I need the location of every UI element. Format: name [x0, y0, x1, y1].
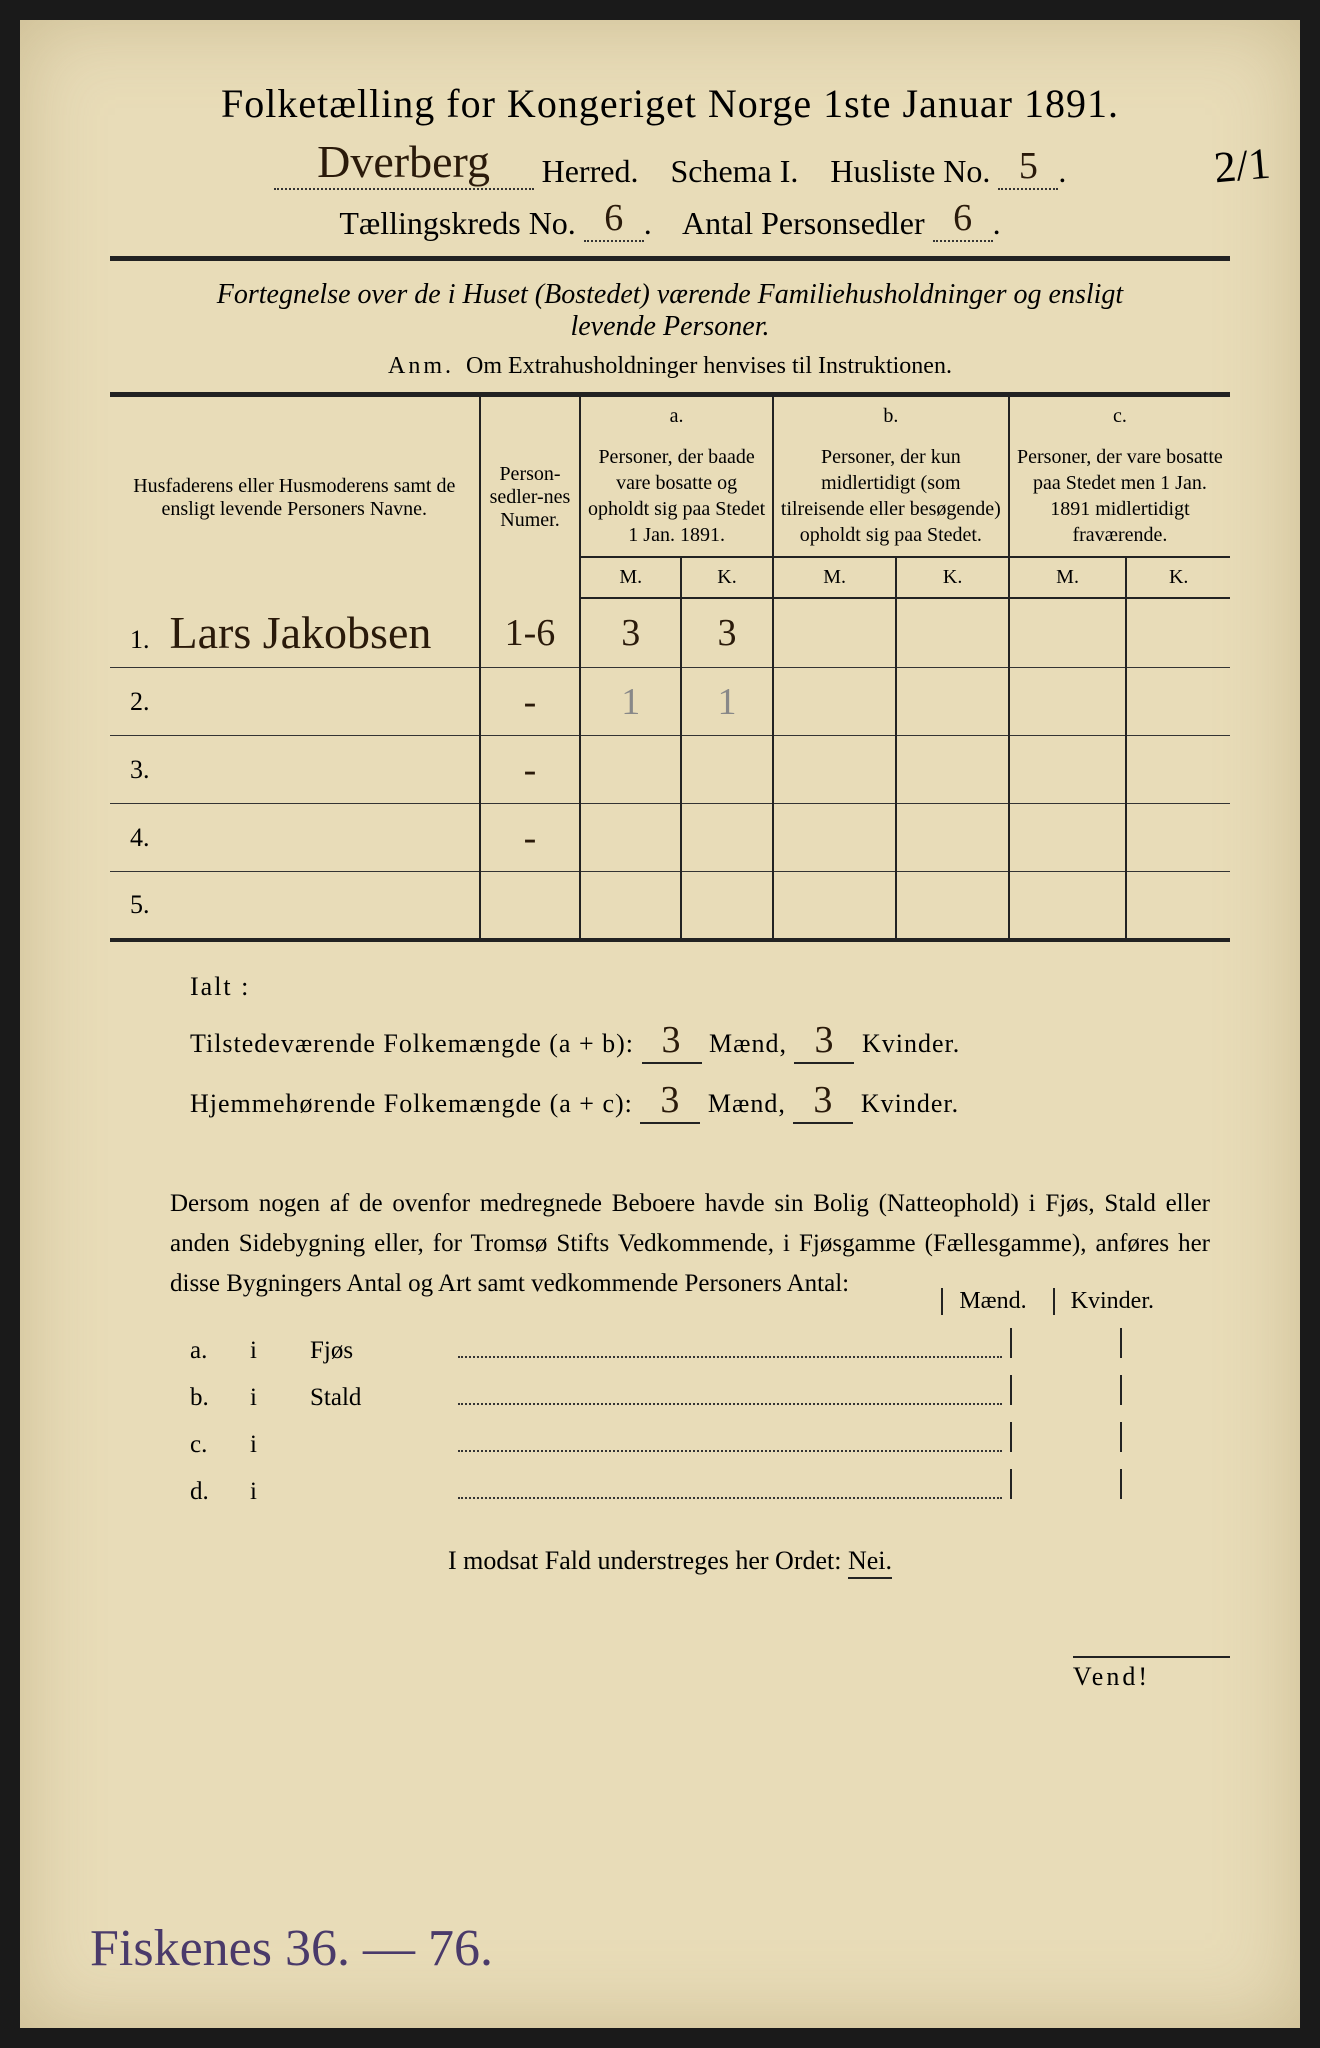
tilstede-line: Tilstedeværende Folkemængde (a + b): 3 M… — [190, 1018, 1230, 1064]
vend-label: Vend! — [1073, 1656, 1230, 1692]
table-row: 3.- — [110, 736, 1230, 804]
totals-section: Ialt : Tilstedeværende Folkemængde (a + … — [110, 972, 1230, 1124]
col-c-m: M. — [1009, 557, 1127, 598]
census-form-page: 2/1 Folketælling for Kongeriget Norge 1s… — [20, 20, 1300, 2028]
dersom-paragraph: Dersom nogen af de ovenfor medregnede Be… — [110, 1184, 1230, 1304]
hjemme-line: Hjemmehørende Folkemængde (a + c): 3 Mæn… — [190, 1078, 1230, 1124]
col-b-k: K. — [896, 557, 1008, 598]
anm-note: Anm. Om Extrahusholdninger henvises til … — [110, 353, 1230, 380]
hjemme-k: 3 — [793, 1078, 853, 1124]
col-a-m: M. — [580, 557, 681, 598]
ialt-label: Ialt : — [190, 972, 1230, 1002]
schema-label: Schema I. — [670, 153, 798, 189]
household-table: Husfaderens eller Husmoderens samt de en… — [110, 392, 1230, 942]
col-b-letter: b. — [773, 395, 1009, 437]
husliste-handwritten: 5 — [998, 144, 1058, 190]
col-a-text: Personer, der baade vare bosatte og opho… — [580, 436, 772, 557]
building-row: d.i — [190, 1469, 1230, 1506]
col-c-text: Personer, der vare bosatte paa Stedet me… — [1009, 436, 1230, 557]
modsat-line: I modsat Fald understreges her Ordet: Ne… — [110, 1546, 1230, 1576]
building-rows: a.iFjøs b.iStald c.i d.i — [190, 1328, 1230, 1506]
hjemme-m: 3 — [640, 1078, 700, 1124]
header-line-2: Dverberg Herred. Schema I. Husliste No. … — [110, 135, 1230, 190]
building-row: b.iStald — [190, 1375, 1230, 1412]
building-row: a.iFjøs — [190, 1328, 1230, 1365]
table-body: 1.Lars Jakobsen1-6332.-113.-4.-5. — [110, 598, 1230, 940]
table-row: 1.Lars Jakobsen1-633 — [110, 598, 1230, 668]
kreds-label: Tællingskreds No. — [339, 205, 575, 241]
herred-handwritten: Dverberg — [274, 135, 534, 190]
building-header: Mænd. Kvinder. — [941, 1288, 1170, 1315]
nei-word: Nei. — [848, 1546, 892, 1579]
col-a-k: K. — [681, 557, 773, 598]
col-c-k: K. — [1126, 557, 1230, 598]
husliste-label: Husliste No. — [830, 153, 990, 189]
kreds-handwritten: 6 — [584, 196, 644, 242]
margin-annotation: 2/1 — [1212, 138, 1272, 194]
table-row: 4.- — [110, 804, 1230, 872]
tilstede-k: 3 — [794, 1018, 854, 1064]
form-title: Folketælling for Kongeriget Norge 1ste J… — [110, 80, 1230, 127]
col-b-m: M. — [773, 557, 897, 598]
herred-label: Herred. — [542, 153, 639, 189]
col-c-letter: c. — [1009, 395, 1230, 437]
bottom-handwriting: Fiskenes 36. — 76. — [90, 1919, 493, 1978]
rule-1 — [110, 256, 1230, 261]
table-row: 2.-11 — [110, 668, 1230, 736]
building-row: c.i — [190, 1422, 1230, 1459]
antal-label: Antal Personsedler — [682, 205, 925, 241]
header-line-3: Tællingskreds No. 6. Antal Personsedler … — [110, 196, 1230, 242]
tilstede-m: 3 — [642, 1018, 702, 1064]
col-b-text: Personer, der kun midlertidigt (som tilr… — [773, 436, 1009, 557]
fortegnelse-heading: Fortegnelse over de i Huset (Bostedet) v… — [110, 279, 1230, 343]
col-name: Husfaderens eller Husmoderens samt de en… — [110, 395, 480, 599]
col-numer: Person-sedler-nes Numer. — [480, 395, 581, 599]
building-table: Mænd. Kvinder. a.iFjøsb.iStaldc.id.i — [190, 1328, 1230, 1506]
table-row: 5. — [110, 872, 1230, 940]
col-a-letter: a. — [580, 395, 772, 437]
antal-handwritten: 6 — [933, 196, 993, 242]
